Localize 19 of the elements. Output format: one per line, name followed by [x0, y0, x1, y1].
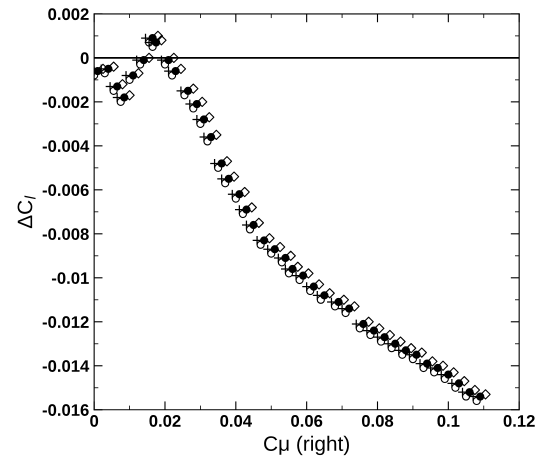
x-tick-label: 0.08: [362, 415, 394, 427]
y-tick-label: -0.012: [42, 316, 89, 328]
x-tick-label: 0.06: [291, 415, 322, 427]
y-tick-label: -0.002: [42, 96, 89, 108]
x-axis-title: Cμ (right): [264, 436, 349, 456]
x-tick-label: 0.04: [220, 415, 252, 427]
x-tick-label: 0.12: [504, 415, 535, 427]
y-tick-label: -0.016: [42, 404, 89, 416]
y-tick-label: 0.002: [48, 8, 89, 20]
y-tick-label: -0.008: [42, 228, 89, 240]
y-tick-label: 0: [80, 52, 89, 64]
y-tick-label: -0.004: [42, 140, 90, 152]
y-axis-title: ΔC$_{l}$: [18, 196, 36, 228]
y-tick-label: -0.006: [42, 184, 89, 196]
x-tick-label: 0.02: [149, 415, 181, 427]
y-tick-label: -0.01: [52, 272, 89, 284]
y-tick-label: -0.014: [42, 360, 90, 372]
x-tick-label: 0: [90, 415, 98, 427]
x-tick-label: 0.1: [437, 415, 460, 427]
